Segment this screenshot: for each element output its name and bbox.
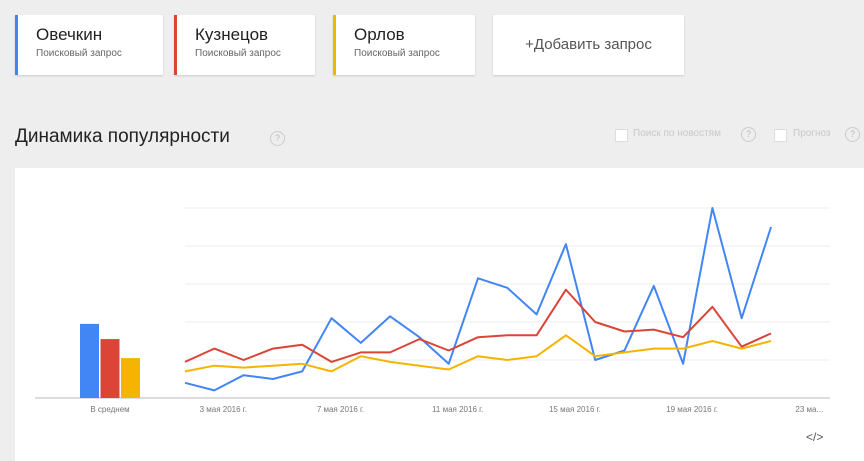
series-line [184,207,772,392]
series-line [184,288,772,363]
x-tick-label: 3 мая 2016 г. [200,405,247,414]
x-tick-label: 11 мая 2016 г. [432,405,483,414]
option-label: Поиск по новостям [633,128,721,139]
option-label: Прогноз [793,128,831,139]
help-icon[interactable]: ? [741,127,756,142]
help-icon[interactable]: ? [845,127,860,142]
average-label: В среднем [90,405,129,414]
term-subtitle: Поисковый запрос [195,48,281,59]
average-bar [121,358,140,398]
term-card[interactable]: Орлов Поисковый запрос [333,15,475,75]
checkbox[interactable] [615,129,628,142]
add-term[interactable]: +Добавить запрос [493,15,684,75]
term-subtitle: Поисковый запрос [36,48,122,59]
term-name: Овечкин [36,25,103,44]
checkbox[interactable] [774,129,787,142]
term-name: Кузнецов [195,25,269,44]
term-name: Орлов [354,25,405,44]
x-tick-label: 23 ма... [795,405,823,414]
x-tick-label: 19 мая 2016 г. [666,405,718,414]
average-bar [80,323,99,398]
average-bar [100,339,120,398]
chart-panel [15,168,864,461]
series-line [184,334,772,373]
section-title: Динамика популярности [15,126,230,147]
term-subtitle: Поисковый запрос [354,48,440,59]
term-card[interactable]: Кузнецов Поисковый запрос [174,15,315,75]
x-tick-label: 7 мая 2016 г. [317,405,364,414]
x-tick-label: 15 мая 2016 г. [549,405,601,414]
term-card[interactable]: Овечкин Поисковый запрос [15,15,163,75]
embed-icon[interactable]: </> [806,430,824,444]
help-icon[interactable]: ? [270,131,285,146]
